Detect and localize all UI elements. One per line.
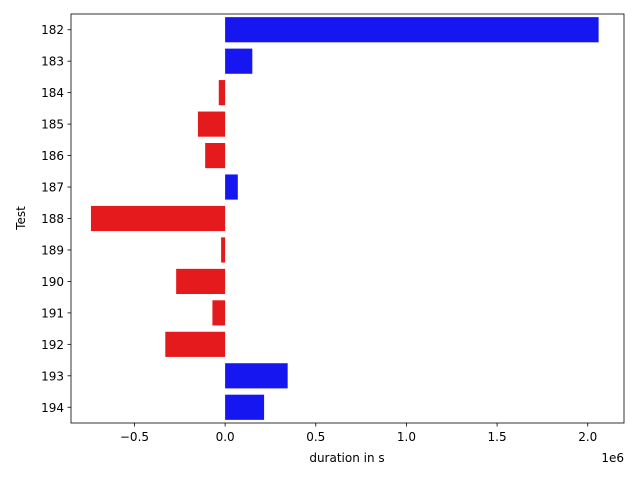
bar-182 bbox=[225, 17, 599, 43]
y-tick-label: 191 bbox=[41, 306, 64, 320]
y-axis-label: Test bbox=[14, 206, 28, 231]
y-tick-label: 184 bbox=[41, 86, 64, 100]
x-tick-label: 2.0 bbox=[578, 430, 597, 444]
y-tick-label: 188 bbox=[41, 212, 64, 226]
bar-184 bbox=[218, 80, 226, 106]
y-tick-label: 192 bbox=[41, 338, 64, 352]
bar-189 bbox=[221, 237, 226, 263]
y-tick-label: 190 bbox=[41, 275, 64, 289]
x-axis-label: duration in s bbox=[309, 451, 384, 465]
bar-185 bbox=[197, 111, 226, 137]
y-tick-label: 182 bbox=[41, 23, 64, 37]
axes-frame bbox=[70, 13, 625, 424]
x-offset-label: 1e6 bbox=[601, 451, 624, 465]
bar-188 bbox=[90, 205, 226, 232]
bar-183 bbox=[225, 48, 253, 74]
y-tick-label: 194 bbox=[41, 401, 64, 415]
x-tick-label: 1.5 bbox=[488, 430, 507, 444]
y-tick-label: 186 bbox=[41, 149, 64, 163]
y-tick-label: 183 bbox=[41, 55, 64, 69]
bar-191 bbox=[212, 300, 226, 326]
bar-186 bbox=[205, 142, 226, 169]
y-tick-label: 185 bbox=[41, 118, 64, 132]
y-tick-label: 189 bbox=[41, 243, 64, 257]
bars bbox=[90, 17, 599, 420]
bar-194 bbox=[225, 394, 265, 420]
y-ticks: 182 183 184 185 186 187 188 189 190 191 192 193 194 bbox=[41, 23, 71, 415]
bar-192 bbox=[165, 331, 226, 357]
bar-187 bbox=[225, 174, 238, 200]
bar-193 bbox=[225, 363, 288, 389]
x-tick-label: 0.5 bbox=[306, 430, 325, 444]
x-ticks: −0.5 0.0 0.5 1.0 1.5 2.0 bbox=[120, 423, 597, 444]
y-tick-label: 193 bbox=[41, 369, 64, 383]
x-tick-label: 0.0 bbox=[216, 430, 235, 444]
bar-190 bbox=[176, 268, 226, 295]
y-tick-label: 187 bbox=[41, 181, 64, 195]
x-tick-label: 1.0 bbox=[397, 430, 416, 444]
x-tick-label: −0.5 bbox=[120, 430, 149, 444]
